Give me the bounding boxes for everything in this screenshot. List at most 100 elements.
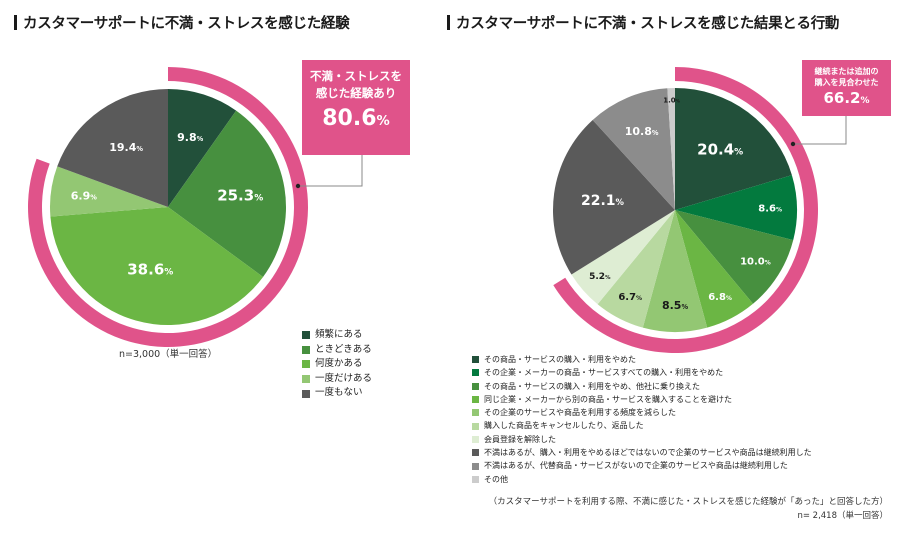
slice-value-percent: % bbox=[164, 268, 173, 278]
legend-item: ときどきある bbox=[302, 343, 372, 358]
slice-value-label: 6.8% bbox=[708, 292, 732, 303]
legend-item: 不満はあるが、代替商品・サービスがないので企業のサービスや商品は継続利用した bbox=[472, 459, 812, 472]
slice-value-number: 10.8 bbox=[625, 125, 652, 138]
slice-value-number: 6.8 bbox=[708, 292, 726, 303]
right-callout-value: 66.2% bbox=[802, 89, 891, 107]
legend-swatch bbox=[472, 435, 479, 443]
left-chart-title: カスタマーサポートに不満・ストレスを感じた経験 bbox=[14, 12, 350, 33]
left-callout-line-2: 感じた経験あり bbox=[315, 86, 397, 100]
slice-value-percent: % bbox=[197, 135, 204, 143]
legend-item: その他 bbox=[472, 473, 812, 486]
left-callout-label: 不満・ストレスを 感じた経験あり bbox=[302, 68, 410, 102]
legend-swatch bbox=[472, 396, 479, 404]
pie-slice bbox=[553, 119, 675, 275]
legend-swatch bbox=[472, 356, 479, 364]
slice-value-number: 19.4 bbox=[109, 141, 136, 154]
slice-value-percent: % bbox=[652, 129, 659, 137]
pie-slice bbox=[597, 210, 675, 328]
slice-value-label: 19.4% bbox=[109, 141, 143, 154]
slice-value-number: 10.0 bbox=[740, 256, 765, 267]
pie-slice bbox=[571, 210, 675, 305]
left-pie-chart: 9.8%25.3%38.6%6.9%19.4% bbox=[27, 67, 308, 347]
legend-swatch bbox=[302, 331, 310, 340]
left-chart-title-text: カスタマーサポートに不満・ストレスを感じた経験 bbox=[23, 16, 350, 32]
legend-swatch bbox=[302, 360, 310, 369]
slice-value-number: 8.6 bbox=[758, 204, 776, 215]
pie-slice bbox=[168, 110, 286, 277]
legend-swatch bbox=[302, 375, 310, 384]
left-callout-number: 80.6 bbox=[322, 106, 377, 131]
slice-value-number: 5.2 bbox=[589, 272, 605, 282]
callout-connectors bbox=[295, 116, 847, 189]
legend-label: その商品・サービスの購入・利用をやめた bbox=[484, 355, 636, 364]
right-sample-size: n= 2,418（単一回答） bbox=[797, 511, 888, 521]
slice-value-percent: % bbox=[734, 148, 743, 158]
pie-slice bbox=[675, 210, 794, 304]
callout-connector-dot bbox=[790, 141, 796, 147]
slice-value-label: 22.1% bbox=[581, 193, 625, 209]
percent-sign: % bbox=[376, 114, 390, 129]
legend-item: 一度だけある bbox=[302, 372, 372, 387]
legend-item: 頻繁にある bbox=[302, 328, 372, 343]
legend-item: その企業のサービスや商品を利用する頻度を減らした bbox=[472, 406, 812, 419]
right-chart-title: カスタマーサポートに不満・ストレスを感じた結果とる行動 bbox=[447, 12, 839, 33]
title-bar-marker bbox=[14, 15, 17, 30]
slice-value-percent: % bbox=[254, 194, 263, 204]
pie-slice bbox=[667, 88, 675, 210]
slice-value-label: 10.8% bbox=[625, 125, 659, 138]
legend-item: その企業・メーカーの商品・サービスすべての購入・利用をやめた bbox=[472, 366, 812, 379]
slice-value-percent: % bbox=[776, 207, 782, 214]
legend-item: その商品・サービスの購入・利用をやめ、他社に乗り換えた bbox=[472, 380, 812, 393]
right-callout-line-2: 購入を見合わせた bbox=[814, 78, 879, 87]
left-sample-size: n=3,000（単一回答） bbox=[119, 349, 218, 360]
slice-value-label: 38.6% bbox=[127, 261, 173, 279]
title-bar-marker bbox=[447, 15, 450, 30]
slice-value-percent: % bbox=[90, 193, 97, 201]
legend-item: 会員登録を解除した bbox=[472, 433, 812, 446]
pie-slice bbox=[642, 210, 708, 333]
right-highlight-callout: 継続または追加の 購入を見合わせた 66.2% bbox=[802, 60, 891, 116]
right-callout-number: 66.2 bbox=[823, 89, 861, 107]
slice-value-label: 25.3% bbox=[217, 187, 263, 205]
slice-value-percent: % bbox=[616, 197, 625, 207]
legend-label: 購入した商品をキャンセルしたり、返品した bbox=[484, 421, 644, 431]
percent-sign: % bbox=[860, 96, 870, 106]
right-respondent-note: （カスタマーサポートを利用する際、不満に感じた・ストレスを感じた経験が「あった」… bbox=[488, 497, 888, 507]
slice-value-label: 6.7% bbox=[618, 292, 642, 303]
legend-item: 不満はあるが、購入・利用をやめるほどではないので企業のサービスや商品は継続利用し… bbox=[472, 446, 812, 459]
legend-swatch bbox=[472, 462, 479, 470]
slice-value-label: 6.9% bbox=[71, 189, 98, 202]
legend-swatch bbox=[472, 382, 479, 390]
left-legend: 頻繁にあるときどきある 何度かある一度だけある 一度もない bbox=[302, 328, 372, 401]
legend-label: 何度かある bbox=[315, 358, 363, 370]
right-legend: その商品・サービスの購入・利用をやめたその企業・メーカーの商品・サービスすべての… bbox=[472, 353, 812, 486]
pie-slice bbox=[49, 166, 168, 217]
slice-value-number: 1.0 bbox=[663, 97, 676, 105]
legend-item: その商品・サービスの購入・利用をやめた bbox=[472, 353, 812, 366]
slice-value-label: 10.0% bbox=[740, 256, 771, 267]
left-callout-value: 80.6% bbox=[302, 106, 410, 131]
legend-label: その商品・サービスの購入・利用をやめ、他社に乗り換えた bbox=[484, 381, 700, 391]
pie-slice bbox=[675, 175, 797, 241]
legend-swatch bbox=[472, 475, 479, 483]
legend-swatch bbox=[472, 369, 479, 377]
legend-swatch bbox=[472, 449, 479, 457]
slice-value-number: 6.7 bbox=[618, 292, 636, 303]
legend-label: 一度もない bbox=[315, 387, 363, 399]
slice-value-number: 22.1 bbox=[581, 193, 616, 209]
pie-slice bbox=[57, 89, 169, 207]
callout-connector-line bbox=[298, 155, 363, 187]
legend-label: 同じ企業・メーカーから別の商品・サービスを購入することを避けた bbox=[484, 394, 732, 404]
pie-slice bbox=[592, 88, 675, 210]
slice-value-label: 20.4% bbox=[697, 141, 743, 159]
legend-label: 頻繁にある bbox=[315, 329, 363, 340]
legend-label: 一度だけある bbox=[315, 372, 373, 384]
left-callout-line-1: 不満・ストレスを bbox=[310, 69, 402, 83]
left-highlight-callout: 不満・ストレスを 感じた経験あり 80.6% bbox=[302, 60, 410, 155]
slice-value-label: 1.0% bbox=[663, 97, 680, 105]
slice-value-percent: % bbox=[636, 295, 642, 302]
legend-item: 同じ企業・メーカーから別の商品・サービスを購入することを避けた bbox=[472, 393, 812, 406]
legend-label: 不満はあるが、購入・利用をやめるほどではないので企業のサービスや商品は継続利用し… bbox=[484, 448, 812, 458]
legend-label: その他 bbox=[484, 474, 508, 484]
